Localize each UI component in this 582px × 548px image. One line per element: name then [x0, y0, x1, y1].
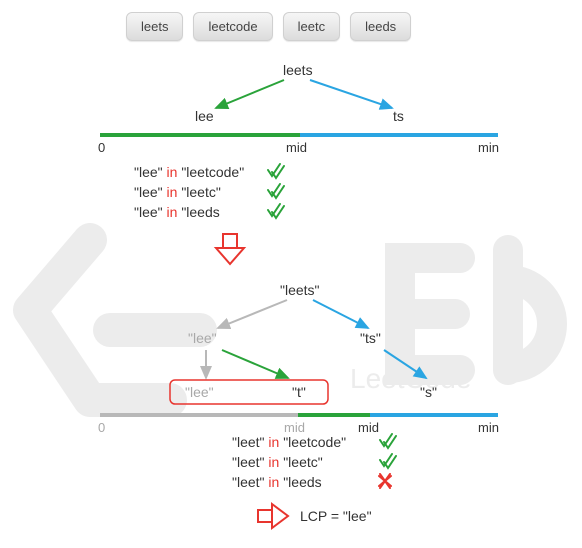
axis1-mid: mid: [286, 140, 307, 155]
c2-2-b: "leetc": [283, 454, 323, 470]
bot-r1: "ts": [360, 330, 381, 346]
c2-1-a: "leet": [232, 434, 265, 450]
bot-ll: "lee": [185, 384, 214, 400]
c1-2-in: in: [167, 184, 178, 200]
c2-row1: "leet" in "leetcode": [232, 434, 346, 450]
c2-3-a: "leet": [232, 474, 265, 490]
top-right: ts: [393, 108, 404, 124]
c1-1-b: "leetcode": [181, 164, 244, 180]
c1-1-a: "lee": [134, 164, 163, 180]
top-left: lee: [195, 108, 214, 124]
bot-lr: "t": [292, 384, 306, 400]
c1-1-in: in: [167, 164, 178, 180]
c2-3-in: in: [268, 474, 279, 490]
axis2-mid1: mid: [284, 420, 305, 435]
c1-3-a: "lee": [134, 204, 163, 220]
c2-2-in: in: [268, 454, 279, 470]
c1-2-b: "leetc": [181, 184, 221, 200]
bot-rr: "s": [420, 384, 437, 400]
axis1-left: 0: [98, 140, 105, 155]
c2-2-a: "leet": [232, 454, 265, 470]
result-arrow-icon: [258, 504, 288, 528]
axis2-mid2: mid: [358, 420, 379, 435]
c1-2-a: "lee": [134, 184, 163, 200]
c2-row3: "leet" in "leeds: [232, 474, 322, 490]
c2-1-b: "leetcode": [283, 434, 346, 450]
top-root: leets: [283, 62, 313, 78]
result-text: LCP = "lee": [300, 508, 372, 524]
axis2-left: 0: [98, 420, 105, 435]
c1-3-in: in: [167, 204, 178, 220]
bot-l1: "lee": [188, 330, 217, 346]
c2-1-in: in: [268, 434, 279, 450]
c2-row2: "leet" in "leetc": [232, 454, 323, 470]
down-arrow-icon: [216, 234, 244, 264]
axis2-right: min: [478, 420, 499, 435]
c1-row2: "lee" in "leetc": [134, 184, 221, 200]
c1-row3: "lee" in "leeds: [134, 204, 220, 220]
axis1-right: min: [478, 140, 499, 155]
bot-root: "leets": [280, 282, 320, 298]
c2-3-b: "leeds: [283, 474, 321, 490]
c1-3-b: "leeds: [181, 204, 219, 220]
x-mark-icon: [379, 474, 391, 488]
c1-row1: "lee" in "leetcode": [134, 164, 244, 180]
